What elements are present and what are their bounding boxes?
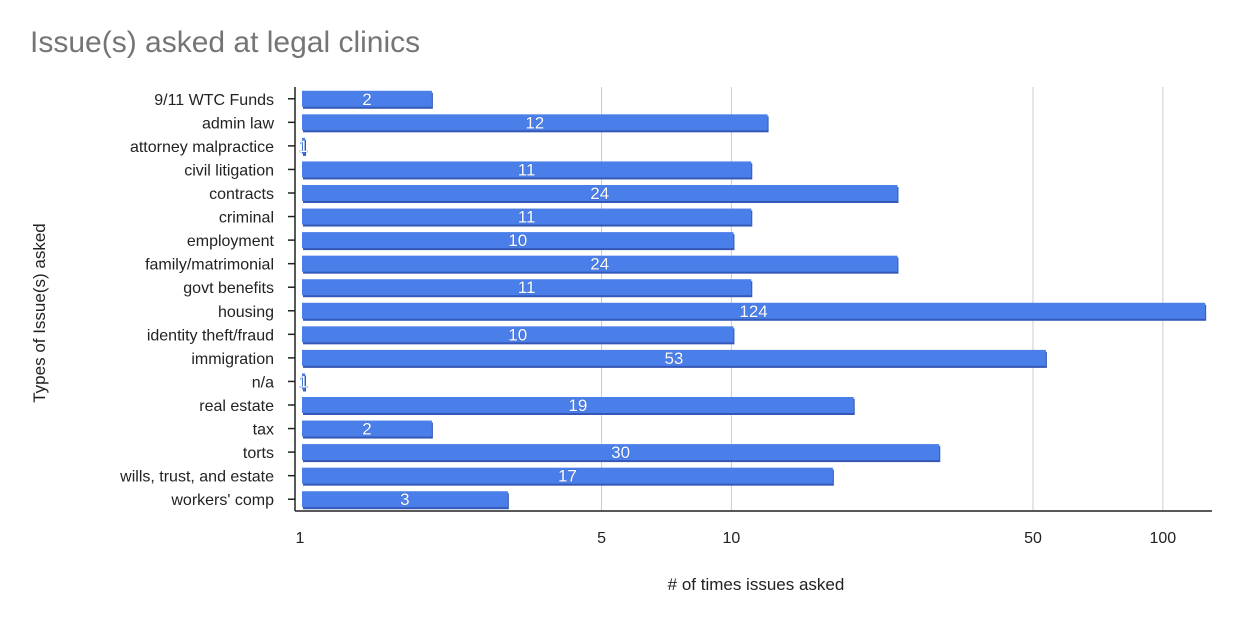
bar — [302, 279, 752, 296]
data-label: 24 — [590, 255, 609, 274]
data-label: 124 — [739, 302, 767, 321]
x-tick-label: 50 — [1024, 530, 1042, 547]
bar — [302, 161, 752, 178]
data-label: 11 — [518, 208, 536, 227]
data-label: 2 — [362, 420, 371, 439]
bar — [302, 137, 305, 154]
y-axis-title: Types of Issue(s) asked — [30, 223, 49, 403]
bar — [302, 232, 734, 249]
y-tick-label: wills, trust, and estate — [119, 469, 274, 486]
bar — [302, 185, 898, 201]
data-label: 1 — [299, 137, 308, 156]
data-label: 19 — [568, 396, 587, 415]
bar — [302, 208, 752, 225]
y-tick-label: family/matrimonial — [145, 257, 274, 274]
data-label: 3 — [400, 490, 409, 509]
x-tick-label: 5 — [597, 530, 606, 547]
y-tick-label: govt benefits — [183, 280, 274, 297]
y-tick-label: contracts — [209, 186, 274, 203]
bar — [302, 255, 898, 272]
data-label: 53 — [664, 349, 683, 368]
y-tick-label: torts — [243, 445, 274, 462]
bar — [302, 326, 734, 343]
bar — [302, 420, 432, 437]
y-tick-label: 9/11 WTC Funds — [154, 92, 274, 109]
data-label: 12 — [525, 113, 544, 132]
y-tick-label: tax — [253, 422, 274, 439]
y-tick-label: n/a — [252, 374, 274, 391]
y-tick-label: identity theft/fraud — [147, 327, 274, 344]
bar — [302, 302, 1206, 319]
y-tick-label: employment — [187, 233, 275, 250]
chart-title: Issue(s) asked at legal clinics — [30, 26, 421, 59]
y-tick-label: workers' comp — [170, 492, 274, 509]
y-tick-label: criminal — [219, 210, 274, 227]
data-label: 17 — [558, 467, 577, 486]
data-label: 1 — [299, 372, 308, 391]
data-label: 10 — [508, 325, 527, 344]
bar — [302, 491, 508, 508]
x-tick-label: 1 — [296, 530, 305, 547]
data-label: 2 — [362, 90, 371, 109]
x-tick-label: 100 — [1149, 530, 1176, 547]
x-tick-label: 10 — [723, 530, 741, 547]
y-tick-label: real estate — [199, 398, 274, 415]
bar — [302, 397, 854, 413]
data-label: 30 — [611, 443, 630, 462]
bar — [302, 114, 768, 131]
y-tick-label: admin law — [202, 115, 274, 132]
bar — [302, 444, 940, 461]
data-label: 10 — [508, 231, 527, 250]
bar — [302, 467, 833, 484]
bar — [302, 90, 432, 107]
y-tick-label: housing — [218, 304, 274, 321]
y-tick-label: immigration — [191, 351, 274, 368]
x-axis-title: # of times issues asked — [667, 575, 845, 594]
data-label: 11 — [518, 160, 536, 179]
y-tick-label: attorney malpractice — [130, 139, 274, 156]
data-label: 24 — [590, 184, 609, 203]
bar — [302, 349, 1046, 366]
y-tick-label: civil litigation — [184, 162, 274, 179]
bar — [302, 373, 305, 390]
data-label: 11 — [518, 278, 536, 297]
